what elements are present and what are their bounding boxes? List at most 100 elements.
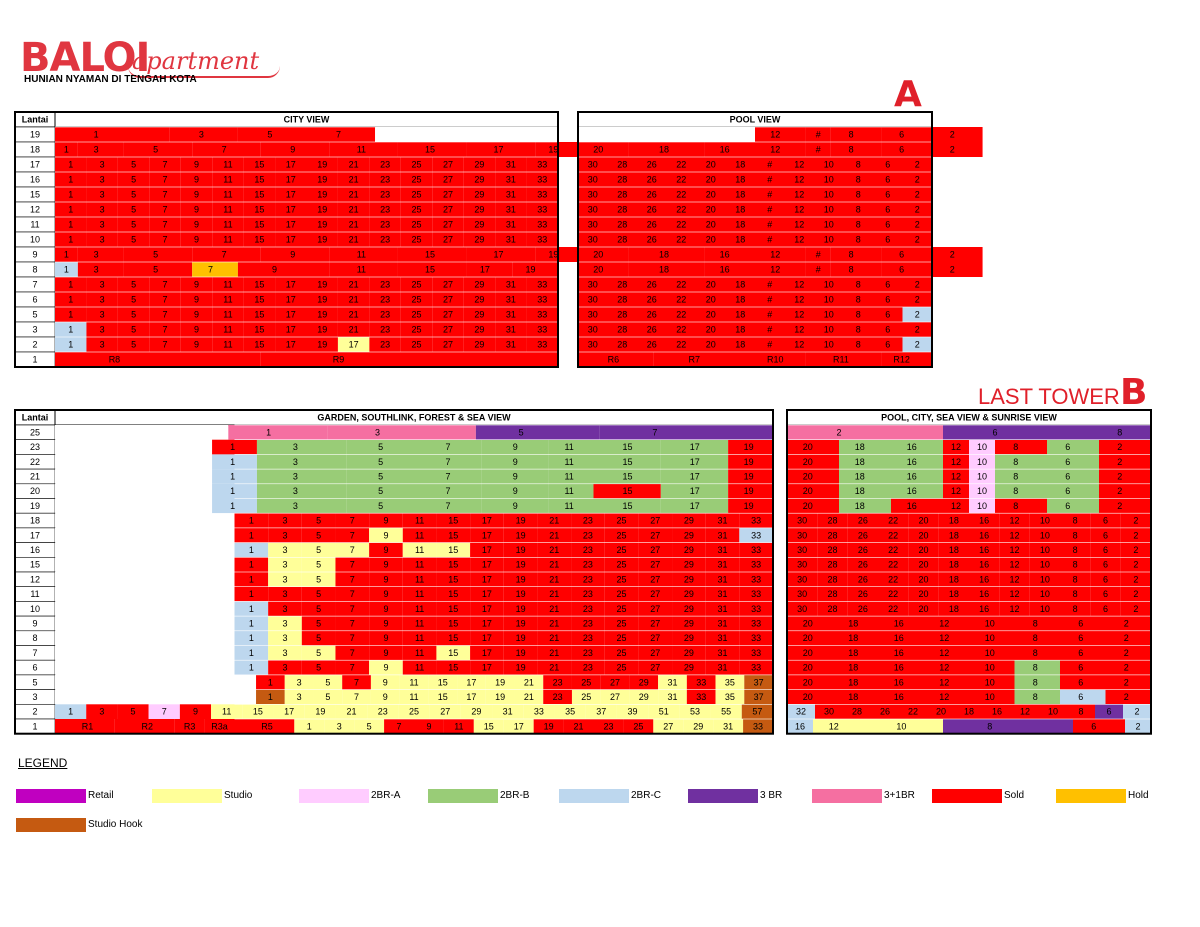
tower-b-floor-label: 22 [30,457,40,467]
tower-a-right-unit-cell [607,187,637,202]
tower-b-right-unit-label: 26 [858,530,868,540]
tower-a-right-unit-cell [578,247,629,262]
tower-b-left-unit-label: 25 [617,589,627,599]
tower-a-right-unit-label: 22 [676,175,686,185]
tower-b-right-unit-label: 16 [894,633,904,643]
tower-a-right-unit-cell [873,187,903,202]
tower-a-left-unit-label: 19 [317,235,327,245]
tower-b-right-unit-cell [1014,645,1060,661]
tower-b-left-unit-label: 1 [230,457,235,467]
tower-b-right-unit-label: 20 [803,442,813,452]
tower-b-left-unit-cell [313,689,343,705]
tower-b-right-unit-label: 6 [1065,471,1070,481]
tower-b-left-unit-cell [256,439,347,455]
tower-a-right-unit-cell [578,127,755,142]
tower-b-right-unit-cell [1099,498,1151,514]
tower-b-left-unit-label: 11 [564,457,573,467]
tower-b-right-unit-cell [969,586,1000,602]
tower-a-right-unit-label: 28 [617,235,627,245]
tower-a-left-unit-cell [400,277,433,292]
tower-b-left-unit-label: 17 [482,648,492,658]
tower-b-right-unit-cell [1047,439,1099,455]
tower-a-right-unit-label: 28 [617,220,627,230]
tower-b-left-unit-label: 7 [350,516,355,526]
tower-b-left-unit-label: 7 [350,618,355,628]
tower-a-right-unit-cell [666,187,696,202]
tower-a-right-unit-label: 28 [617,190,627,200]
tower-b-left-unit-cell [739,586,773,602]
tower-a-left-unit-label: 19 [317,160,327,170]
tower-a-left-unit-cell [55,307,87,322]
tower-a-left-unit-label: 33 [537,295,547,305]
tower-b-left-unit-label: 21 [549,604,559,614]
tower-a-right-unit-cell [637,157,667,172]
tower-b-gridline [787,571,1151,573]
tower-b-right-unit-label: 6 [1078,648,1083,658]
tower-b-right-unit-label: 12 [951,471,961,481]
tower-b-right-unit-cell [1105,630,1151,646]
tower-b-right-unit-cell [843,704,871,719]
tower-a-left-unit-label: 9 [194,235,199,245]
tower-b-right-unit-cell [1120,542,1151,558]
tower-b-left-unit-cell [346,498,414,514]
tower-a-right-unit-cell [902,157,932,172]
tower-a-left-unit-label: 33 [537,175,547,185]
tower-a-left-unit-label: 5 [131,190,136,200]
tower-b-left-unit-cell [234,572,269,587]
tower-b-left-unit-cell [660,439,729,455]
tower-b-left-unit-label: 15 [448,633,458,643]
tower-a-left-unit-label: 7 [163,295,168,305]
tower-a-right-unit-cell [814,277,844,292]
tower-a-right-unit-label: 2 [915,220,920,230]
tower-b-left-unit-cell [672,645,706,661]
tower-a-left-unit-label: 31 [506,175,516,185]
tower-b-left-unit-label: 29 [684,516,694,526]
tower-a-left-unit-cell [117,232,150,247]
tower-b-right-unit-label: 30 [797,560,807,570]
tower-b-left-unit-cell [256,689,285,705]
tower-a-left-unit-cell [180,202,213,217]
tower-b-left-unit-cell [428,689,458,705]
tower-a-left-unit-label: 21 [349,220,359,230]
tower-a-left-unit-cell [337,322,370,337]
tower-b-left-unit-cell [55,454,213,470]
tower-a-left-unit-label: 33 [537,205,547,215]
tower-a-left-unit-cell [463,292,496,307]
tower-b-gridline [234,498,773,499]
tower-b-right-unit-label: 20 [803,486,813,496]
tower-a-left-unit-cell [212,202,244,217]
tower-b-left-unit-cell [660,483,729,499]
tower-b-right-unit-cell [1060,689,1106,705]
tower-b-left-unit-cell [728,483,773,499]
tower-a-left-unit-label: 17 [494,145,504,155]
tower-b-left-unit-label: 3 [297,677,302,687]
tower-a-right-unit-label: 10 [824,340,834,350]
tower-a-left-unit-cell [432,172,464,187]
legend-label: Studio [224,790,253,801]
tower-b-right-unit-label: 6 [1103,516,1108,526]
tower-b-left-unit-label: 15 [448,604,458,614]
tower-b-right-unit-cell [1060,572,1091,587]
tower-a-left-unit-label: 21 [349,160,359,170]
tower-a-right-unit-cell [843,307,873,322]
tower-b-left-unit-label: 11 [415,663,424,673]
tower-b-left-unit-cell [414,498,482,514]
tower-b-left-unit-cell [369,527,403,543]
tower-a-left-unit-cell [149,292,181,307]
tower-a-left-unit-cell [275,277,307,292]
tower-a-left-unit-cell [55,322,87,337]
tower-b-left-unit-cell [369,601,403,617]
tower-b-left-unit-label: 31 [718,516,728,526]
tower-a-right-unit-label: 26 [647,340,657,350]
legend-swatch [812,789,882,803]
tower-a-left-unit-label: 19 [317,310,327,320]
tower-b-left-unit-label: 31 [718,604,728,614]
tower-b-right-unit-cell [787,719,813,734]
tower-a-left-unit-label: 25 [412,175,422,185]
tower-b-left-unit-label: 3 [282,545,287,555]
tower-a-left-unit-cell [329,262,398,277]
tower-b-left-unit-label: 25 [617,574,627,584]
tower-b-left-unit-label: 19 [315,707,325,717]
tower-b-left-unit-cell [571,630,605,646]
tower-b-right-unit-cell [1120,572,1151,587]
